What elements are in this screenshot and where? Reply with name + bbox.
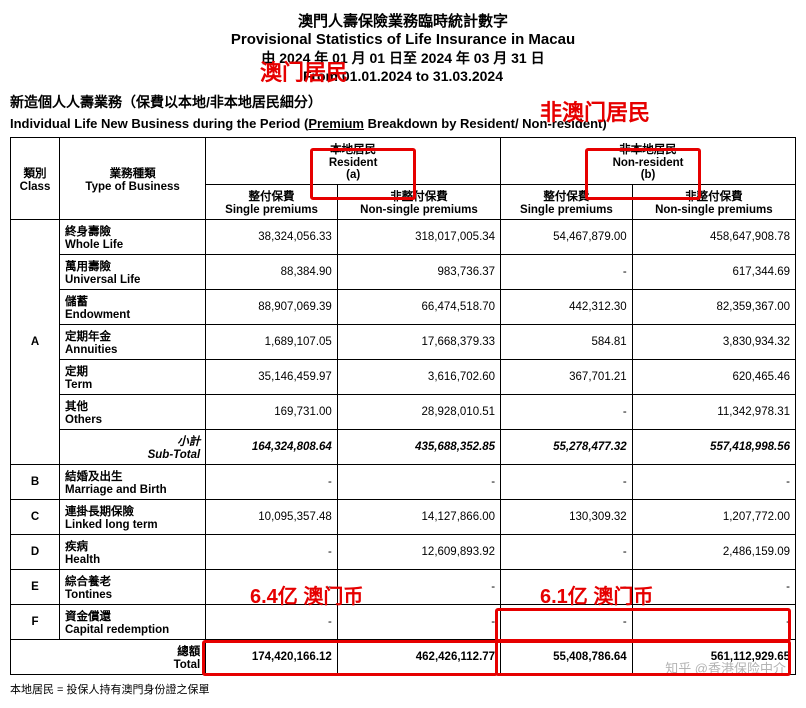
class-d: D [11,535,60,570]
class-a: A [11,220,60,465]
table-row: D 疾病Health -12,609,893.92-2,486,159.09 [11,535,796,570]
value-cell: 458,647,908.78 [632,220,795,255]
title-en: Provisional Statistics of Life Insurance… [10,31,796,48]
table-row: 定期Term 35,146,459.973,616,702.60367,701.… [11,360,796,395]
table-row: 定期年金Annuities 1,689,107.0517,668,379.335… [11,325,796,360]
table-row: 其他Others 169,731.0028,928,010.51-11,342,… [11,395,796,430]
class-f: F [11,605,60,640]
subheading-en-a: Individual Life New Business during the … [10,116,308,131]
col-nres-nsp: 非整付保費Non-single premiums [632,185,795,220]
table-row: C 連掛長期保險Linked long term 10,095,357.4814… [11,500,796,535]
class-c: C [11,500,60,535]
header-block: 澳門人壽保險業務臨時統計數字 Provisional Statistics of… [10,10,796,84]
period-en: From 01.01.2024 to 31.03.2024 [10,68,796,84]
subheading-en-c: Breakdown by Resident/ Non-resident) [364,116,607,131]
col-nonresident: 非本地居民Non-resident(b) [501,138,796,185]
subheading-en: Individual Life New Business during the … [10,116,796,131]
table-row: E 綜合養老Tontines ---- [11,570,796,605]
type-cell: 終身壽險Whole Life [60,220,206,255]
col-resident: 本地居民Resident(a) [206,138,501,185]
col-class: 類別Class [11,138,60,220]
value-cell: 54,467,879.00 [501,220,633,255]
title-zh: 澳門人壽保險業務臨時統計數字 [10,10,796,31]
col-nres-sp: 整付保費Single premiums [501,185,633,220]
value-cell: 318,017,005.34 [337,220,500,255]
value-cell: 38,324,056.33 [206,220,338,255]
table-row: A 終身壽險Whole Life 38,324,056.33 318,017,0… [11,220,796,255]
subheading-zh: 新造個人人壽業務（保費以本地/非本地居民細分） [10,92,796,112]
table-row: B 結婚及出生Marriage and Birth ---- [11,465,796,500]
footnote: 本地居民 = 投保人持有澳門身份證之保單 [10,681,796,697]
col-type: 業務種類Type of Business [60,138,206,220]
table-row: F 資金償還Capital redemption ---- [11,605,796,640]
class-e: E [11,570,60,605]
table-row: 萬用壽險Universal Life 88,384.90983,736.37-6… [11,255,796,290]
subheading-en-underline: Premium [308,116,364,131]
header-row-1: 類別Class 業務種類Type of Business 本地居民Residen… [11,138,796,185]
subtotal-row: 小計Sub-Total 164,324,808.64435,688,352.85… [11,430,796,465]
watermark: 知乎 @香港保险中介 [665,658,786,677]
class-b: B [11,465,60,500]
data-table: 類別Class 業務種類Type of Business 本地居民Residen… [10,137,796,675]
col-res-sp: 整付保費Single premiums [206,185,338,220]
period-zh: 由 2024 年 01 月 01 日至 2024 年 03 月 31 日 [10,48,796,68]
col-res-nsp: 非整付保費Non-single premiums [337,185,500,220]
table-row: 儲蓄Endowment 88,907,069.3966,474,518.7044… [11,290,796,325]
